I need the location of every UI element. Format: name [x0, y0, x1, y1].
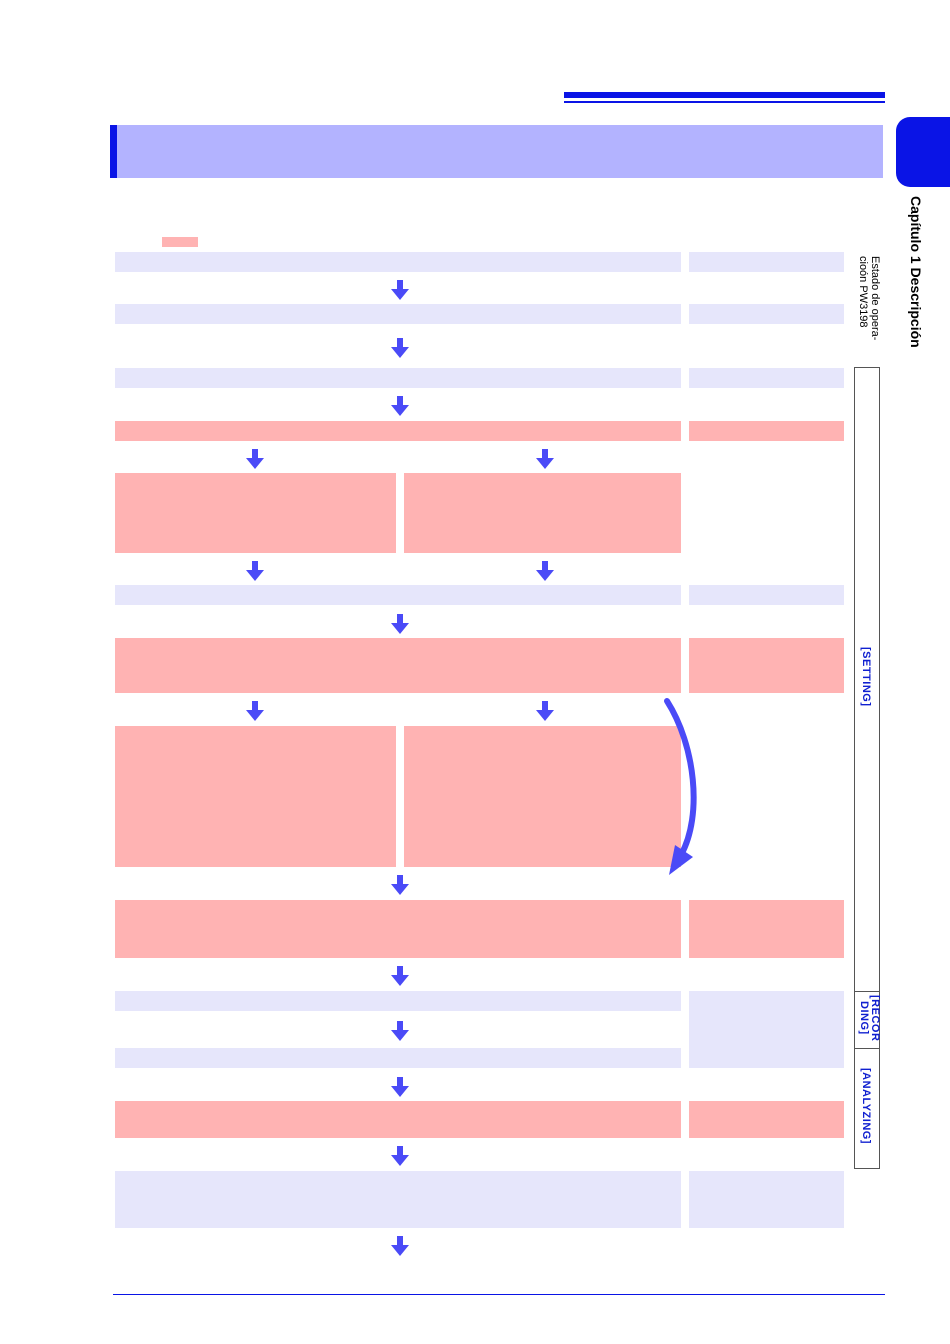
- status-heading-line2: cioón PW3198: [857, 256, 869, 328]
- legend-swatch: [162, 237, 198, 247]
- flow-step-box: [115, 991, 681, 1011]
- curved-arrow-icon: [664, 698, 697, 875]
- header-rule-thin: [564, 101, 885, 103]
- status-divider: [854, 1048, 880, 1049]
- status-divider: [854, 991, 880, 992]
- flow-step-box: [115, 1171, 681, 1228]
- status-heading-line1: Estado de opera-: [869, 256, 881, 341]
- flow-step-reference-box-highlight: [689, 421, 844, 441]
- flow-step-box: [115, 304, 681, 324]
- flow-step-box: [115, 368, 681, 388]
- status-column-heading: Estado de opera- cioón PW3198: [857, 256, 881, 340]
- section-banner-accent: [110, 125, 117, 178]
- flow-step-reference-box: [689, 1171, 844, 1228]
- flow-step-reference-box: [689, 991, 844, 1068]
- status-label-analyzing: [ANALYZING]: [860, 1068, 872, 1144]
- header-rule-thick: [564, 92, 885, 98]
- status-label-recording-line1: [RECOR: [869, 995, 881, 1042]
- flow-step-box: [115, 585, 681, 605]
- flow-branch-box-left: [115, 726, 396, 867]
- flow-step-reference-box-highlight: [689, 1101, 844, 1138]
- status-frame: [854, 367, 880, 1169]
- flow-step-reference-box: [689, 585, 844, 605]
- status-label-setting: [SETTING]: [860, 647, 872, 707]
- flow-step-box: [115, 1048, 681, 1068]
- flow-branch-box-right: [404, 473, 681, 553]
- flow-branch-box-left: [115, 473, 396, 553]
- flow-step-reference-box-highlight: [689, 900, 844, 958]
- chapter-title: Capítulo 1 Descripción: [908, 196, 924, 348]
- flow-step-box-highlight: [115, 421, 681, 441]
- flow-step-box-highlight: [115, 638, 681, 693]
- section-banner: [110, 125, 883, 178]
- flow-step-reference-box: [689, 368, 844, 388]
- footer-rule: [113, 1294, 885, 1295]
- flow-step-reference-box-highlight: [689, 638, 844, 693]
- chapter-tab: [896, 117, 950, 187]
- status-label-recording: [RECOR DING]: [858, 995, 881, 1042]
- flow-step-reference-box: [689, 252, 844, 272]
- flow-step-reference-box: [689, 304, 844, 324]
- flow-step-box: [115, 252, 681, 272]
- status-label-recording-line2: DING]: [858, 1001, 870, 1035]
- flow-step-box-highlight: [115, 900, 681, 958]
- flow-branch-box-right: [404, 726, 681, 867]
- flow-step-box-highlight: [115, 1101, 681, 1138]
